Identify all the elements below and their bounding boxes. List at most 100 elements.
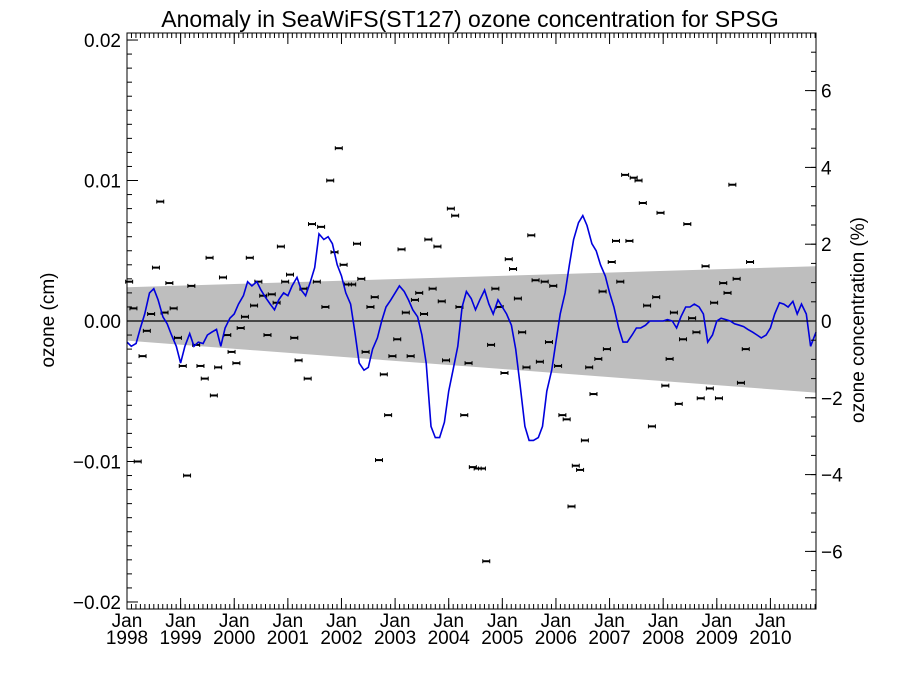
- y-tick-label: −0.02: [73, 593, 121, 614]
- data-point: [527, 233, 536, 238]
- data-point: [165, 281, 174, 286]
- data-point: [540, 279, 549, 284]
- data-point: [250, 303, 259, 308]
- y2-tick-label: 6: [821, 82, 832, 103]
- y2-tick-label: 4: [821, 158, 832, 179]
- data-point: [317, 224, 326, 229]
- data-point: [688, 316, 697, 321]
- chart-title: Anomaly in SeaWiFS(ST127) ozone concentr…: [161, 6, 778, 32]
- data-point: [487, 342, 496, 347]
- x-tick-label-month: Jan: [326, 611, 357, 632]
- data-point: [267, 292, 276, 297]
- data-point: [218, 275, 227, 280]
- data-point: [544, 340, 553, 345]
- scatter-series: [125, 146, 755, 564]
- data-point: [701, 264, 710, 269]
- data-point: [549, 283, 558, 288]
- x-tick-label-year: 2010: [749, 628, 791, 649]
- x-tick-label-year: 2002: [320, 628, 362, 649]
- data-point: [477, 466, 486, 471]
- data-point: [589, 392, 598, 397]
- y2-axis-label: ozone concentration (%): [848, 217, 869, 423]
- data-point: [361, 349, 370, 354]
- x-tick-label-month: Jan: [273, 611, 304, 632]
- data-point: [451, 213, 460, 218]
- data-point: [491, 286, 500, 291]
- data-point: [607, 259, 616, 264]
- data-point: [616, 279, 625, 284]
- data-point: [638, 200, 647, 205]
- data-point: [173, 335, 182, 340]
- data-point: [710, 300, 719, 305]
- data-point: [741, 347, 750, 352]
- data-point: [656, 210, 665, 215]
- y2-tick-label: −2: [821, 389, 843, 410]
- data-point: [567, 504, 576, 509]
- data-point: [370, 295, 379, 300]
- data-point: [196, 363, 205, 368]
- data-point: [674, 401, 683, 406]
- data-point: [643, 303, 652, 308]
- y-tick-label: 0.02: [84, 31, 121, 52]
- data-point: [348, 282, 357, 287]
- data-point: [585, 365, 594, 370]
- x-tick-label-year: 1999: [159, 628, 201, 649]
- x-tick-label-month: Jan: [380, 611, 411, 632]
- data-point: [263, 333, 272, 338]
- data-point: [719, 281, 728, 286]
- x-tick-label-year: 2003: [374, 628, 416, 649]
- data-point: [353, 241, 362, 246]
- data-point: [379, 372, 388, 377]
- data-point: [384, 413, 393, 418]
- data-point: [728, 182, 737, 187]
- y-tick-label: 0.01: [84, 172, 121, 193]
- data-point: [151, 265, 160, 270]
- data-point: [625, 238, 634, 243]
- x-tick-label-year: 2009: [696, 628, 738, 649]
- data-point: [205, 255, 214, 260]
- data-point: [147, 311, 156, 316]
- data-point: [209, 393, 218, 398]
- y-axis-label: ozone (cm): [38, 272, 59, 367]
- data-point: [634, 178, 643, 183]
- data-point: [357, 276, 366, 281]
- data-point: [554, 363, 563, 368]
- data-point: [214, 365, 223, 370]
- y2-tick-label: 0: [821, 312, 832, 333]
- data-point: [366, 304, 375, 309]
- data-point: [424, 237, 433, 242]
- data-point: [602, 347, 611, 352]
- data-point: [562, 417, 571, 422]
- data-point: [156, 199, 165, 204]
- data-point: [410, 297, 419, 302]
- data-point: [227, 349, 236, 354]
- data-point: [571, 463, 580, 468]
- data-point: [665, 356, 674, 361]
- data-point: [375, 458, 384, 463]
- data-point: [669, 310, 678, 315]
- data-point: [446, 206, 455, 211]
- data-point: [236, 326, 245, 331]
- data-point: [397, 247, 406, 252]
- x-tick-label-year: 2000: [213, 628, 255, 649]
- data-point: [294, 358, 303, 363]
- data-point: [415, 290, 424, 295]
- data-point: [598, 289, 607, 294]
- data-point: [580, 438, 589, 443]
- data-point: [433, 244, 442, 249]
- data-point: [518, 330, 527, 335]
- data-point: [307, 222, 316, 227]
- data-point: [178, 363, 187, 368]
- data-point: [200, 376, 209, 381]
- data-point: [437, 299, 446, 304]
- data-point: [286, 272, 295, 277]
- data-point: [232, 361, 241, 366]
- data-point: [683, 222, 692, 227]
- data-point: [736, 380, 745, 385]
- x-tick-label-year: 2001: [267, 628, 309, 649]
- data-point: [240, 314, 249, 319]
- data-point: [281, 279, 290, 284]
- x-tick-label-month: Jan: [701, 611, 732, 632]
- data-point: [482, 559, 491, 564]
- data-point: [509, 267, 518, 272]
